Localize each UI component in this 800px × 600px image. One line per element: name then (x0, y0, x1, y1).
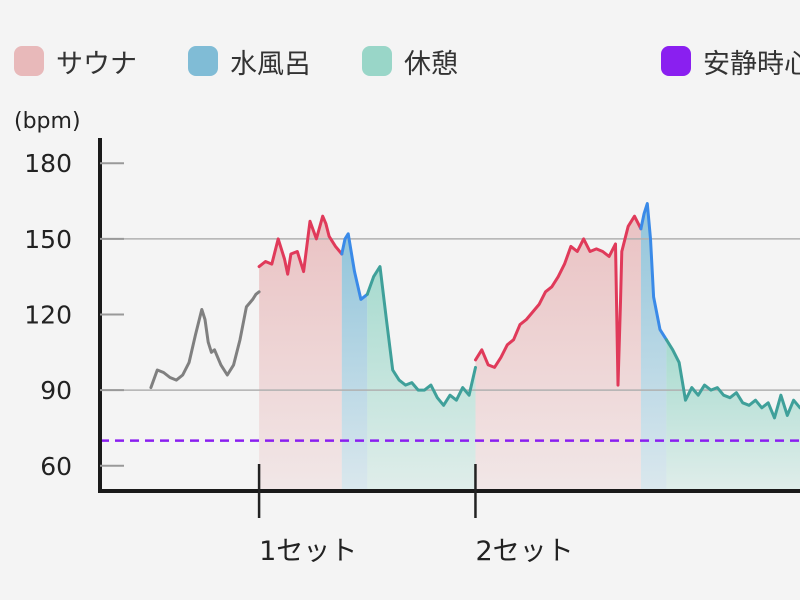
legend-label-cold: 水風呂 (230, 48, 311, 80)
area-sauna-4 (475, 216, 641, 491)
line-cold-2 (340, 232, 369, 301)
x-tick-label-set-1: 1セット (259, 536, 357, 567)
line-sauna-4 (474, 214, 643, 387)
line-rest-3 (365, 265, 477, 407)
legend-label-rest: 休憩 (404, 48, 458, 80)
legend-label-sauna: サウナ (56, 48, 137, 80)
y-tick-label-120: 120 (24, 301, 72, 330)
y-tick-label-180: 180 (24, 149, 72, 178)
legend-swatch-sauna (14, 46, 44, 76)
legend-swatch-resting-hr (661, 46, 691, 76)
line-cold-5 (639, 202, 668, 342)
legend-swatch-rest (362, 46, 392, 76)
y-tick-label-150: 150 (24, 225, 72, 254)
area-rest-6 (666, 339, 800, 491)
legend-item-sauna[interactable]: サウナ (14, 41, 137, 81)
legend-item-rest[interactable]: 休憩 (362, 41, 458, 81)
x-tick-label-set-2: 2セット (475, 536, 573, 567)
area-rest-3 (367, 266, 476, 491)
area-cold-2 (341, 233, 368, 492)
legend: サウナ 水風呂 休憩 安静時心拍 (0, 0, 800, 120)
area-fills (259, 203, 800, 492)
area-sauna-1 (259, 216, 342, 491)
area-cold-5 (640, 203, 667, 491)
line-none-0 (149, 290, 261, 390)
y-axis-unit-label: (bpm) (14, 109, 81, 134)
y-tick-label-60: 60 (40, 452, 72, 481)
line-rest-6 (664, 338, 800, 420)
axes: 180 150 120 90 60 1セット 2セット (24, 138, 800, 567)
legend-label-resting-hr: 安静時心拍 (703, 48, 800, 80)
legend-item-cold[interactable]: 水風呂 (188, 41, 311, 81)
legend-item-resting-hr[interactable]: 安静時心拍 (661, 41, 800, 81)
series-lines (149, 202, 800, 420)
legend-swatch-cold (188, 46, 218, 76)
line-sauna-1 (257, 214, 344, 276)
y-tick-label-90: 90 (40, 376, 72, 405)
